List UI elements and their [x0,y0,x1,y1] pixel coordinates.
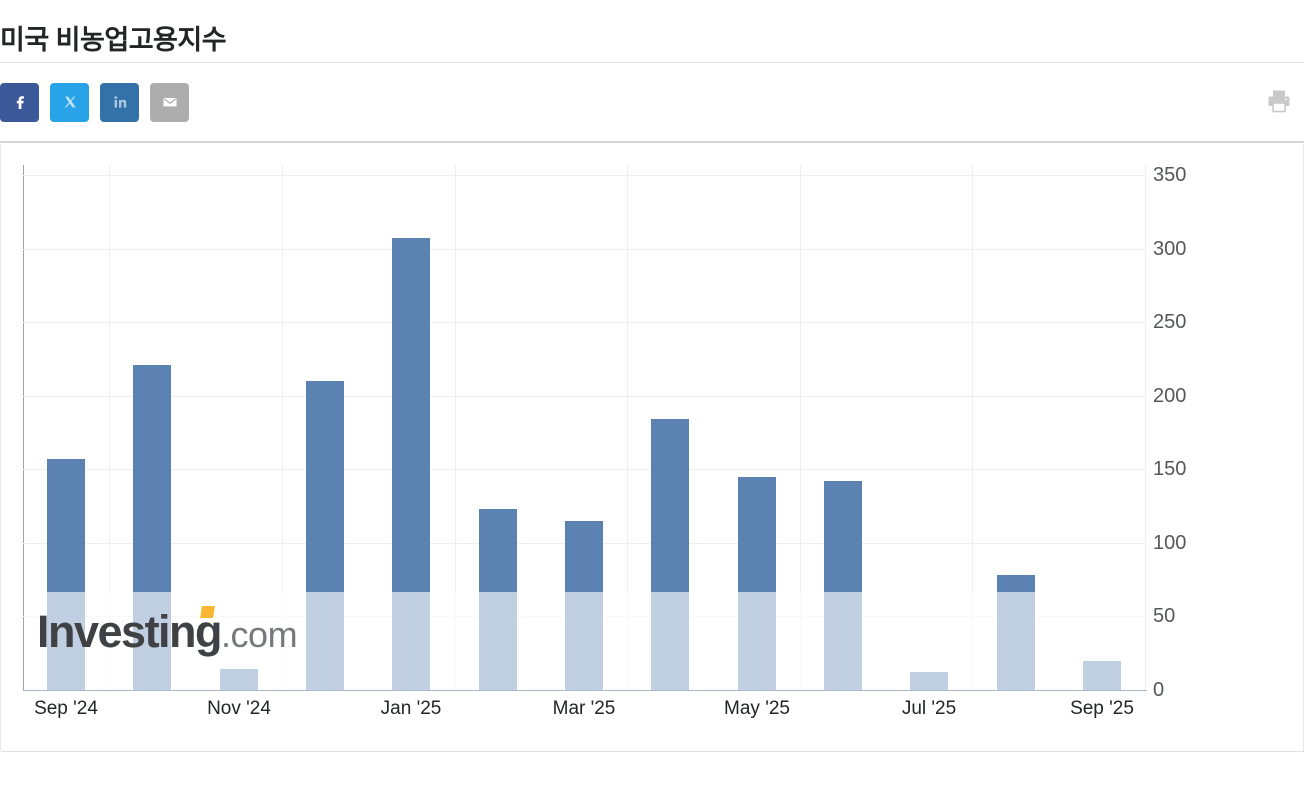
x-axis-tick-label: Jan '25 [380,698,442,719]
envelope-icon [159,91,181,113]
bar[interactable] [47,459,85,690]
vertical-gridline [800,165,801,690]
bar[interactable] [910,672,948,690]
y-axis-tick-label: 150 [1153,458,1187,481]
bar[interactable] [738,477,776,690]
vertical-gridline [282,165,283,690]
facebook-icon [10,92,30,112]
gridline [23,469,1145,471]
vertical-gridline [109,165,110,690]
y-axis-tick-label: 0 [1153,679,1165,701]
x-axis-tick-label: Mar '25 [552,698,616,719]
bar[interactable] [824,481,862,690]
share-x-button[interactable] [50,82,89,122]
bar[interactable] [651,419,689,690]
page-title: 미국 비농업고용지수 [0,25,227,55]
x-axis-tick-label: May '25 [724,698,790,719]
title-divider [0,62,1304,63]
y-axis-tick-label: 350 [1153,164,1187,186]
x-twitter-icon [60,92,80,112]
share-email-button[interactable] [150,82,189,122]
bar[interactable] [1083,661,1121,690]
x-axis-tick-label: Sep '25 [1070,698,1134,719]
bar[interactable] [133,365,171,690]
chart-bottom-divider [1,751,1304,752]
gridline [23,175,1145,176]
share-facebook-button[interactable] [0,82,39,122]
x-axis-tick-label: Nov '24 [207,698,271,719]
vertical-gridline [627,165,628,690]
chart-area[interactable]: Investing.com 350 300 250 200 150 100 50 0 Sep … [1,149,1304,749]
bar[interactable] [306,381,344,690]
x-axis-line [23,690,1147,691]
y-axis-tick-label: 50 [1153,605,1176,628]
x-axis-tick-label: Sep '24 [34,698,98,719]
gridline [23,395,1145,397]
print-button[interactable] [1262,85,1296,119]
share-button-group [0,82,189,122]
vertical-gridline [455,165,456,690]
share-linkedin-button[interactable] [100,82,139,122]
gridline [23,248,1145,250]
printer-icon [1264,87,1294,118]
chart-card: Investing.com 350 300 250 200 150 100 50 0 Sep … [0,141,1304,752]
vertical-gridline [972,165,973,690]
linkedin-icon [110,92,130,112]
y-axis-tick-label: 250 [1153,311,1187,334]
x-axis-tick-label: Jul '25 [901,698,957,719]
y-axis-tick-label: 300 [1153,237,1187,260]
share-toolbar [0,63,1304,141]
bar[interactable] [479,509,517,690]
bar[interactable] [392,238,430,690]
bar[interactable] [565,521,603,690]
gridline [23,322,1145,324]
vertical-gridline [1145,165,1146,690]
bar[interactable] [220,669,258,690]
bar[interactable] [997,575,1035,690]
y-axis-tick-label: 100 [1153,531,1187,554]
y-axis-tick-label: 200 [1153,384,1187,407]
